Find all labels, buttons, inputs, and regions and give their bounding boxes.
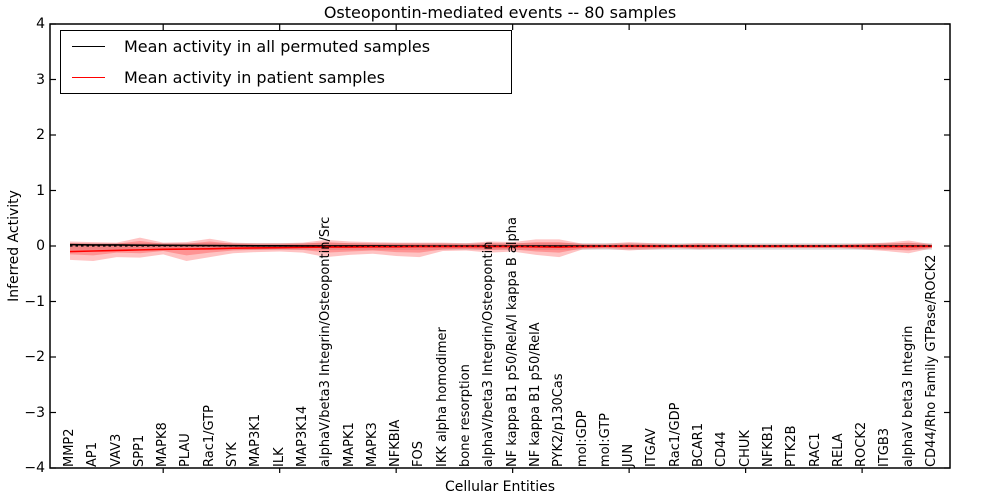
x-category-label: RAC1 [807,432,823,467]
x-category-label: CD44/Rho Family GTPase/ROCK2 [924,254,939,467]
chart-title: Osteopontin-mediated events -- 80 sample… [323,3,677,22]
x-category-label: bone resorption [458,364,474,467]
x-category-label: MAPK3 [364,422,380,467]
legend-entry-permuted: Mean activity in all permuted samples [61,32,511,62]
y-tick-label: −2 [24,349,45,365]
x-category-label: BCAR1 [691,423,707,467]
x-category-label: NF kappa B1 p50/RelA/I kappa B alpha [504,217,520,467]
x-category-label: alphaV/beta3 Integrin/Osteopontin [481,241,497,467]
x-category-label: NFKBIA [388,419,404,467]
x-category-label: PTK2B [784,425,800,468]
x-category-label: JUN [621,443,637,467]
x-category-label: ILK [271,447,287,467]
x-category-label: ITGB3 [877,427,893,467]
y-tick-label: 0 [36,238,45,254]
x-category-label: mol:GTP [597,413,613,467]
x-category-label: MAP3K14 [294,405,310,467]
x-category-label: SYK [225,442,241,467]
x-category-label: MAPK8 [155,422,171,467]
x-category-label: mol:GDP [574,410,590,467]
y-tick-label: −4 [24,460,45,476]
x-category-label: Rac1/GTP [201,405,217,467]
x-category-label: MAP3K1 [248,413,264,467]
x-category-label: VAV3 [108,433,124,467]
x-category-label: PLAU [178,433,194,467]
x-category-label: CD44 [714,431,730,467]
x-category-label: FOS [411,441,427,467]
legend-line-sample-black [72,46,105,48]
legend-entry-patient: Mean activity in patient samples [61,62,511,92]
x-category-label: ROCK2 [854,421,870,467]
y-tick-label: 2 [36,127,45,143]
x-category-label: NF kappa B1 p50/RelA [527,322,543,467]
y-tick-label: −1 [24,293,45,310]
x-category-label: Rac1/GDP [667,402,683,467]
y-tick-label: 3 [36,71,45,88]
y-tick-label: 4 [36,16,45,32]
legend-label-permuted: Mean activity in all permuted samples [124,37,431,57]
x-category-label: SPP1 [131,434,147,467]
legend: Mean activity in all permuted samples Me… [60,30,512,94]
legend-line-sample-red [72,76,105,78]
patient-samples-range-outer-band [70,237,932,261]
x-category-label: NFKB1 [760,424,776,467]
x-category-label: CHUK [737,430,753,467]
x-category-label: MAPK1 [341,422,357,467]
x-category-label: IKK alpha homodimer [434,327,450,467]
legend-label-patient: Mean activity in patient samples [124,67,385,87]
x-category-label: alphaV beta3 Integrin [900,325,916,467]
y-tick-label: 1 [36,182,45,199]
y-tick-label: −3 [24,404,45,421]
x-category-label: PYK2/p130Cas [551,373,567,467]
x-category-label: RELA [830,433,846,467]
patient-samples-range-inner-band [70,241,932,256]
x-category-label: alphaV/beta3 Integrin/Osteopontin/Src [318,216,334,467]
x-category-label: MMP2 [62,428,77,467]
x-axis-label: Cellular Entities [444,479,556,495]
x-category-label: ITGAV [644,428,660,467]
x-category-label: AP1 [85,441,101,467]
